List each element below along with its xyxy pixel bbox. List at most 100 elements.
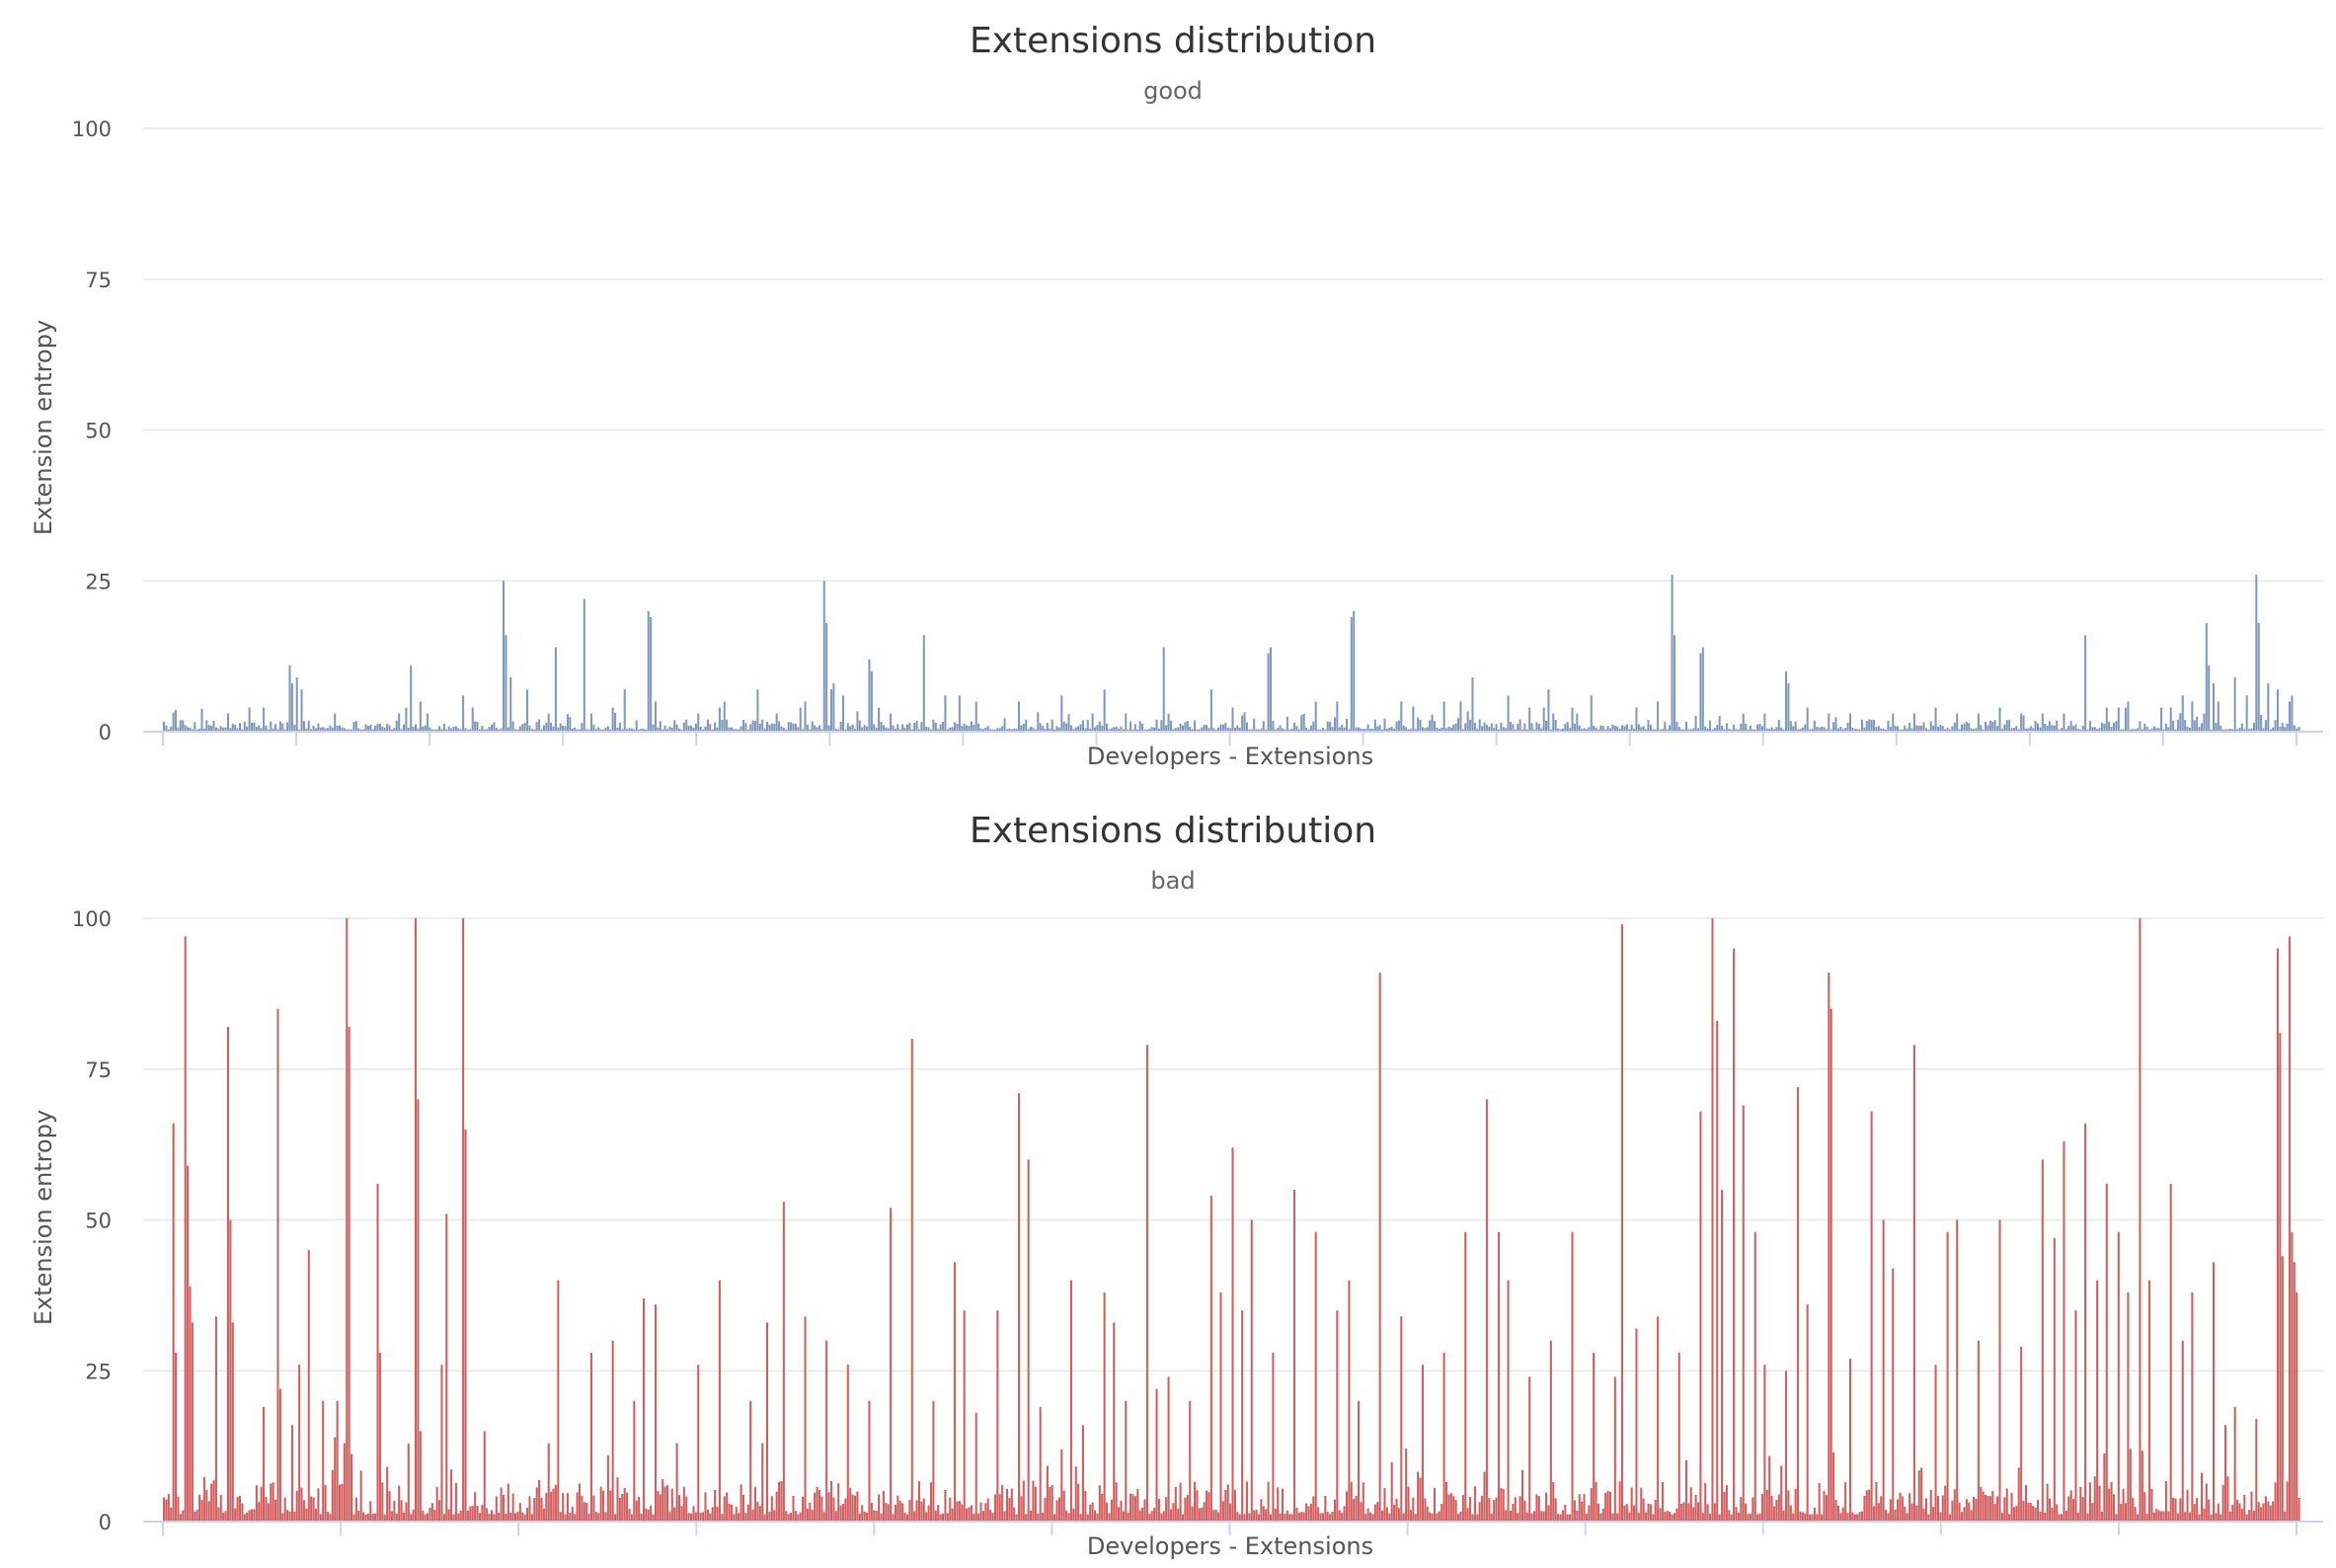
bar <box>973 1514 975 1522</box>
bar <box>229 728 232 732</box>
bar <box>281 723 284 732</box>
bar <box>834 729 837 732</box>
bar <box>659 721 662 732</box>
bar <box>977 723 980 732</box>
bar <box>528 1496 531 1522</box>
bar <box>202 1476 205 1522</box>
bar <box>1027 729 1030 732</box>
bar <box>1789 1505 1792 1522</box>
bar <box>1221 724 1224 732</box>
bar <box>2051 725 2054 732</box>
bar <box>1996 1496 1999 1522</box>
bar <box>623 689 626 732</box>
bar <box>966 1508 969 1522</box>
bar <box>1217 727 1220 732</box>
bar <box>2281 1256 2284 1522</box>
bar <box>749 1400 752 1522</box>
bar <box>483 1431 486 1522</box>
bar <box>2186 726 2189 732</box>
bar <box>1279 725 1282 732</box>
bar <box>583 1502 585 1522</box>
bar <box>816 727 818 732</box>
bar <box>2174 729 2177 732</box>
bar <box>417 1099 420 1522</box>
bar <box>602 729 605 732</box>
bar <box>974 701 977 732</box>
bar <box>521 724 524 732</box>
bar <box>1371 1514 1374 1522</box>
bar <box>910 1039 913 1522</box>
bar <box>1341 1513 1344 1522</box>
bar <box>2081 725 2084 732</box>
bar <box>447 726 450 732</box>
bar <box>623 1487 626 1522</box>
bar <box>1713 728 1716 732</box>
bar <box>687 725 690 732</box>
bar <box>450 728 453 732</box>
bar <box>1988 720 1991 732</box>
bar <box>856 1491 859 1522</box>
bar <box>2152 726 2155 732</box>
bar <box>749 724 752 732</box>
bar <box>474 721 477 732</box>
bar <box>1704 726 1707 732</box>
bar <box>785 729 788 732</box>
bar <box>986 725 989 732</box>
bar <box>2293 1262 2296 1522</box>
bar <box>1074 727 1077 732</box>
bar <box>1317 1507 1320 1522</box>
bar <box>1737 1512 1740 1522</box>
bar <box>873 1510 876 1522</box>
bar <box>2143 1492 2146 1522</box>
bar <box>2117 1231 2120 1522</box>
bar <box>1844 728 1847 732</box>
bar <box>1081 720 1084 732</box>
bar <box>2172 720 2175 732</box>
bar <box>486 1508 489 1522</box>
bar <box>1901 729 1904 732</box>
bar <box>1961 724 1964 732</box>
bar <box>1355 1495 1358 1522</box>
bar <box>471 707 474 732</box>
bar <box>1260 1499 1263 1522</box>
bar <box>2193 1504 2196 1522</box>
bar <box>1608 1491 1612 1522</box>
bar <box>1295 1507 1298 1522</box>
bar <box>2027 728 2030 732</box>
bar <box>1780 1465 1783 1522</box>
bar <box>1485 725 1488 732</box>
bar <box>1834 1499 1837 1522</box>
bar <box>2279 1033 2282 1522</box>
bar <box>564 1514 567 1522</box>
bar <box>234 1508 237 1522</box>
bar <box>822 581 825 732</box>
bar <box>1008 1498 1011 1522</box>
bar <box>1611 724 1614 732</box>
bar <box>1198 729 1201 732</box>
bar <box>410 665 413 732</box>
bar <box>2056 1504 2059 1522</box>
bar <box>386 1466 389 1522</box>
bar <box>2284 1511 2287 1522</box>
bar <box>357 1511 360 1522</box>
bar <box>2017 729 2020 732</box>
bar <box>1046 1465 1049 1522</box>
bar <box>222 1512 225 1522</box>
bar <box>1908 723 1911 732</box>
bar <box>412 1509 415 1522</box>
bar <box>1191 1506 1194 1522</box>
bar <box>1217 1512 1220 1522</box>
bar <box>1523 723 1526 732</box>
bar <box>1224 723 1227 732</box>
bar <box>665 1485 669 1522</box>
bar <box>804 701 807 732</box>
bar <box>1606 1490 1609 1522</box>
bar <box>787 1514 790 1522</box>
bar <box>2134 1507 2137 1522</box>
bar <box>1131 729 1134 732</box>
bar <box>1661 729 1664 732</box>
bar <box>2020 713 2023 732</box>
chart-subtitle: good <box>1143 77 1203 105</box>
bar <box>1155 719 1158 732</box>
bar <box>442 1514 445 1522</box>
